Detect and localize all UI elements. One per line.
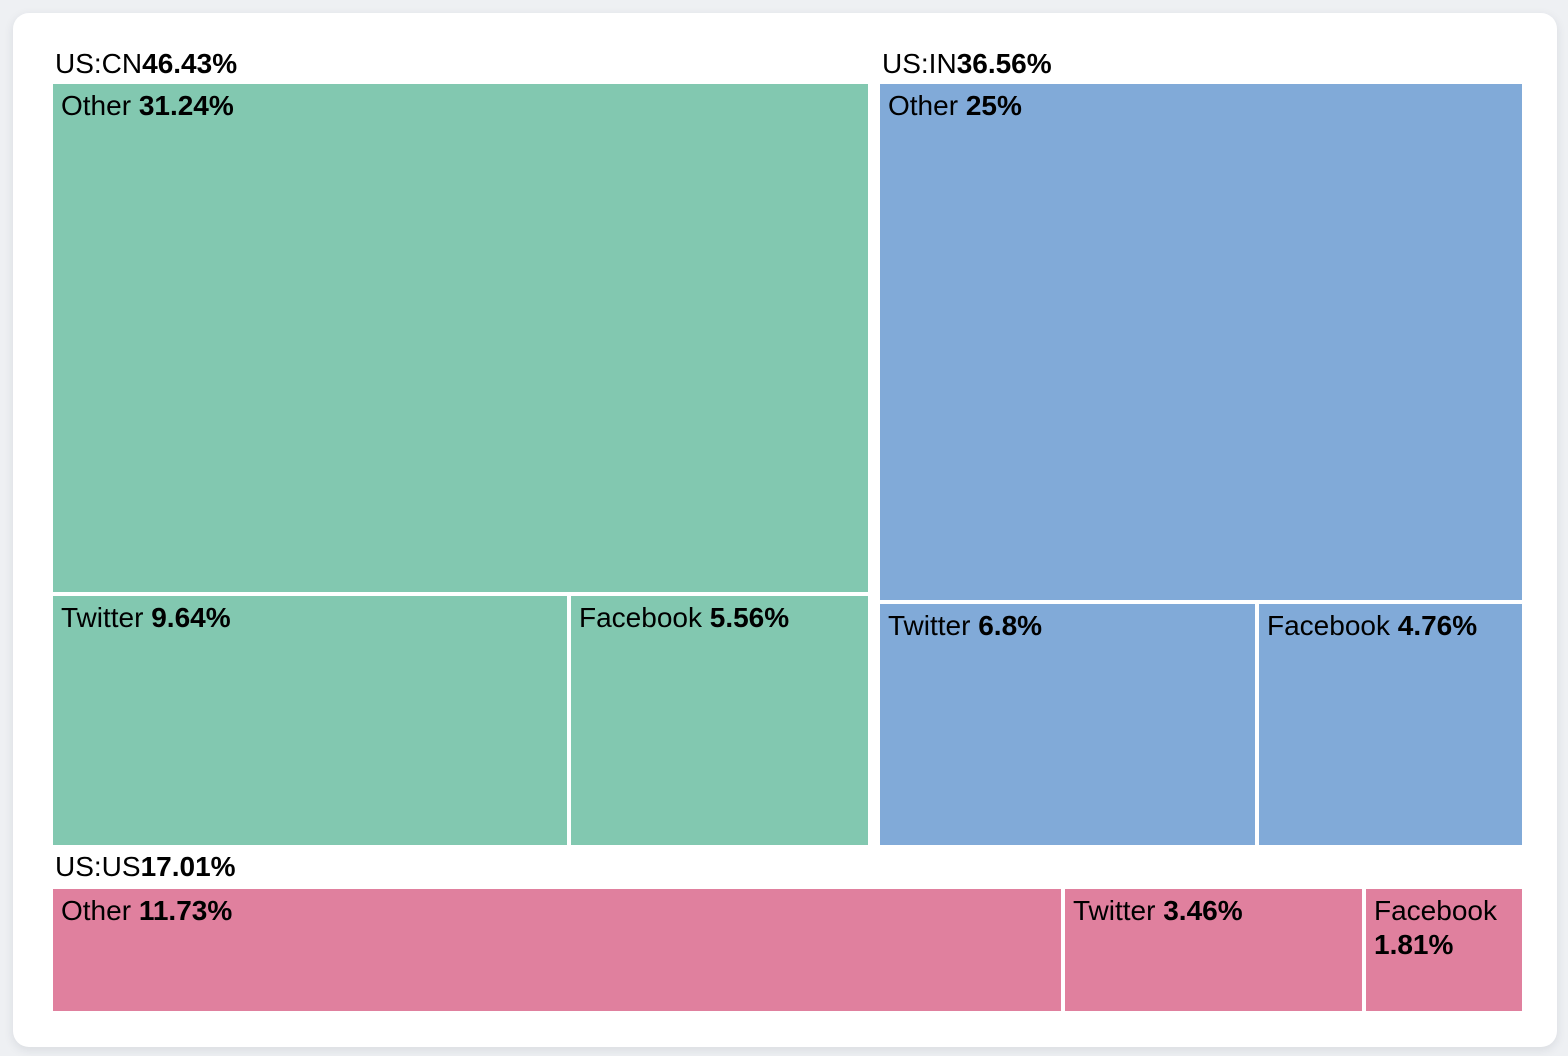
group-value: 46.43% [142, 48, 238, 79]
group-value: 17.01% [140, 851, 236, 882]
treemap-chart: US:CN 46.43% Other 31.24% Twitter 9.64% Fac… [53, 44, 1522, 1011]
cell-value: 31.24% [138, 90, 234, 121]
cell-label: Facebook 1.81% [1366, 889, 1522, 966]
cell-name: Other [61, 895, 139, 926]
cell-value: 5.56% [709, 602, 790, 633]
cell-us-cn-facebook[interactable]: Facebook 5.56% [571, 596, 868, 845]
cell-name: Other [61, 90, 139, 121]
cell-us-in-twitter[interactable]: Twitter 6.8% [880, 604, 1255, 845]
cell-us-in-other[interactable]: Other 25% [880, 84, 1522, 600]
group-name: US:IN [882, 48, 957, 79]
cell-value: 4.76% [1397, 610, 1478, 641]
cell-name: Facebook [1267, 610, 1398, 641]
cell-name: Twitter [888, 610, 979, 641]
cell-name: Facebook [579, 602, 710, 633]
group-header-us-cn: US:CN 46.43% [53, 44, 868, 84]
cell-name: Other [888, 90, 966, 121]
cell-value: 11.73% [138, 895, 233, 926]
cell-label: Other 11.73% [53, 889, 1061, 933]
group-name: US:US [55, 851, 141, 882]
cell-us-us-twitter[interactable]: Twitter 3.46% [1065, 889, 1362, 1011]
cell-name: Twitter [61, 602, 152, 633]
cell-name: Twitter [1073, 895, 1164, 926]
cell-us-cn-other[interactable]: Other 31.24% [53, 84, 868, 592]
group-value: 36.56% [956, 48, 1052, 79]
cell-label: Facebook 5.56% [571, 596, 868, 640]
group-header-us-in: US:IN 36.56% [880, 44, 1522, 84]
cell-us-us-other[interactable]: Other 11.73% [53, 889, 1061, 1011]
cell-us-in-facebook[interactable]: Facebook 4.76% [1259, 604, 1522, 845]
cell-label: Other 25% [880, 84, 1522, 128]
cell-value: 6.8% [978, 610, 1043, 641]
cell-value: 25% [965, 90, 1022, 121]
cell-value: 1.81% [1374, 928, 1454, 960]
cell-us-us-facebook[interactable]: Facebook 1.81% [1366, 889, 1522, 1011]
cell-label: Twitter 3.46% [1065, 889, 1362, 933]
cell-value: 9.64% [151, 602, 231, 633]
cell-label: Twitter 6.8% [880, 604, 1255, 648]
group-header-us-us: US:US 17.01% [53, 845, 1522, 889]
cell-label: Facebook 4.76% [1259, 604, 1522, 648]
group-name: US:CN [55, 48, 143, 79]
cell-label: Other 31.24% [53, 84, 868, 128]
treemap-card: US:CN 46.43% Other 31.24% Twitter 9.64% Fac… [13, 13, 1557, 1047]
cell-value: 3.46% [1163, 895, 1243, 926]
cell-label: Twitter 9.64% [53, 596, 567, 640]
cell-us-cn-twitter[interactable]: Twitter 9.64% [53, 596, 567, 845]
cell-name: Facebook [1374, 895, 1497, 926]
